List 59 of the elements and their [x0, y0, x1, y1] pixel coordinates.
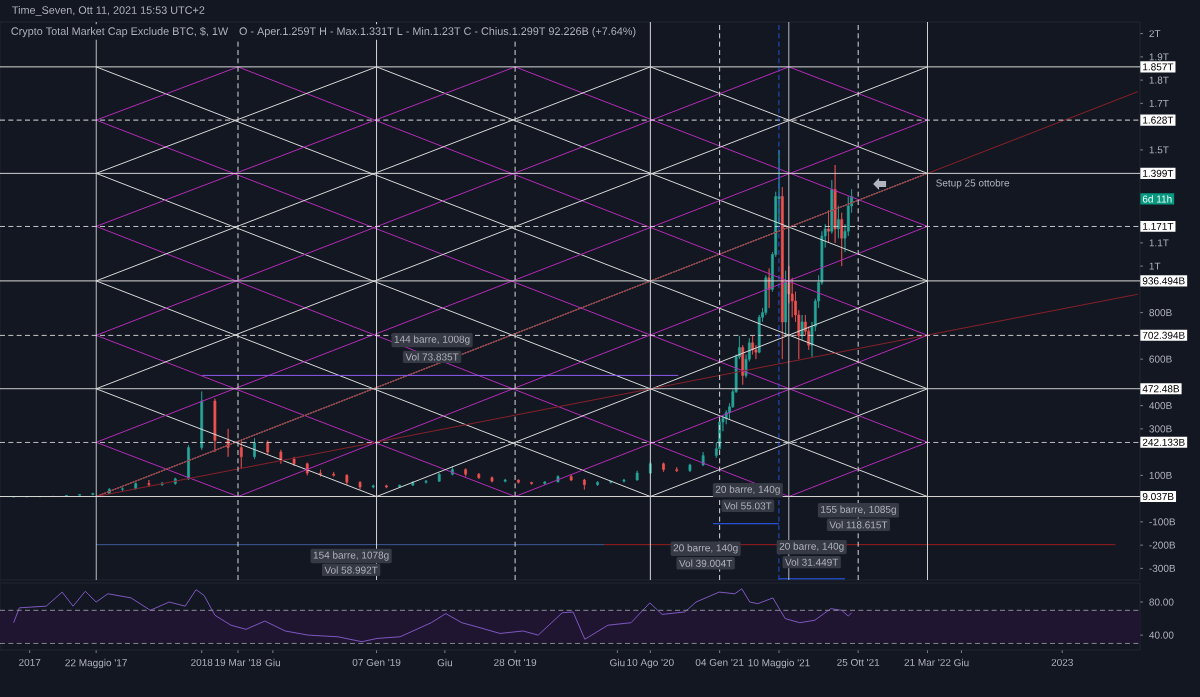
- y-tick-label: -300B: [1149, 564, 1176, 572]
- ref-line-label: 1.171T: [1143, 222, 1174, 230]
- ref-line-label: 242.133B: [1142, 438, 1185, 446]
- x-tick-label: 10 Maggio '21: [748, 658, 810, 669]
- x-tick-label: Giu: [437, 658, 453, 667]
- annotation: Vol 31.449T: [785, 558, 839, 566]
- ref-line-label: 1.399T: [1143, 169, 1174, 177]
- x-tick-label: Giu: [265, 658, 280, 667]
- y-tick-label: 100B: [1149, 471, 1172, 479]
- y-tick-label: 600B: [1149, 355, 1172, 363]
- x-tick-label: Giu: [610, 658, 625, 667]
- y-tick-label: 2T: [1149, 30, 1161, 38]
- x-tick-label: 10 Ago '20: [627, 658, 674, 668]
- x-tick-label: 07 Gen '19: [352, 658, 401, 666]
- annotation: 20 barre, 140g: [779, 542, 844, 552]
- chart-subtitle: Time_Seven, Ott 11, 2021 15:53 UTC+2: [12, 6, 205, 16]
- x-tick-label: 2017: [19, 658, 41, 666]
- annotation: Vol 73.835T: [405, 353, 459, 361]
- annotation: 154 barre, 1078g: [313, 551, 389, 561]
- x-tick-label: 21 Mar '22: [904, 658, 951, 666]
- annotation: 155 barre, 1085g: [821, 505, 896, 515]
- y-tick-label: 1.9T: [1149, 53, 1169, 61]
- y-tick-label: 1.1T: [1149, 239, 1169, 247]
- y-tick-label: 300B: [1149, 425, 1172, 433]
- x-tick-label: 28 Ott '19: [494, 658, 537, 666]
- ref-line-label: 1.628T: [1143, 116, 1174, 124]
- y-tick-label: 40.00: [1149, 631, 1174, 639]
- y-tick-label: 1T: [1149, 262, 1161, 270]
- annotation: 20 barre, 140g: [673, 544, 738, 554]
- ref-line-label: 936.494B: [1142, 277, 1185, 285]
- x-tick-label: 2018: [191, 658, 213, 666]
- ref-line-label: 1.857T: [1143, 63, 1174, 71]
- ref-line-label: 702.394B: [1142, 331, 1185, 339]
- x-tick-label: 25 Ott '21: [837, 658, 880, 666]
- y-tick-label: 1.7T: [1149, 99, 1169, 107]
- annotation: O - Aper.1.259T H - Max.1.331T L - Min.1.23T C - Chius.1.299T 92.226B (+7.64%): [239, 27, 636, 38]
- annotation: 144 barre, 1008g: [394, 335, 470, 345]
- ref-line-label: 9.037B: [1142, 492, 1174, 501]
- y-tick-label: -200B: [1149, 541, 1176, 549]
- annotation: 20 barre, 140g: [715, 485, 780, 495]
- chart-title: Crypto Total Market Cap Exclude BTC, $, 1W: [11, 26, 229, 38]
- x-tick-label: 04 Gen '21: [695, 658, 744, 666]
- annotation: Vol 58.992T: [324, 566, 378, 574]
- x-tick-label: 2023: [1051, 658, 1073, 666]
- y-tick-label: -100B: [1149, 518, 1176, 526]
- y-tick-label: 80.00: [1149, 598, 1174, 606]
- annotation: Vol 118.615T: [829, 521, 888, 529]
- annotation: Vol 39.004T: [679, 559, 733, 567]
- ref-line-label: 472.48B: [1142, 385, 1180, 393]
- y-tick-label: 1.5T: [1149, 146, 1169, 154]
- y-tick-label: 1.8T: [1149, 76, 1169, 84]
- annotation: Setup 25 ottobre: [936, 179, 1010, 189]
- x-tick-label: 22 Maggio '17: [65, 658, 127, 669]
- x-tick-label: Giu: [954, 658, 969, 667]
- x-tick-label: 19 Mar '18: [215, 658, 262, 666]
- y-tick-label: 400B: [1149, 402, 1172, 410]
- y-tick-label: 800B: [1149, 309, 1172, 317]
- text: 6d 11h: [1142, 195, 1172, 203]
- annotation: Vol 55.03T: [724, 502, 772, 510]
